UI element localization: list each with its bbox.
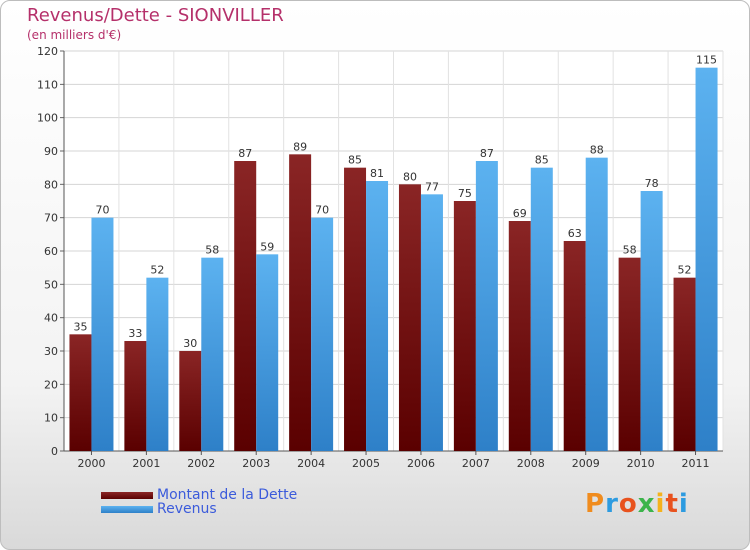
chart-title: Revenus/Dette - SIONVILLER [27,5,284,26]
data-label: 70 [315,204,329,217]
data-label: 35 [73,320,87,333]
legend-swatch-dette [101,491,153,499]
x-tick-label: 2004 [297,457,325,470]
bar-revenus [201,257,224,451]
bar-dette [179,351,202,451]
y-tick-label: 110 [37,78,58,91]
bar-revenus [585,157,608,451]
x-tick-label: 2008 [517,457,545,470]
bar-dette [618,257,641,451]
bar-dette [398,184,421,452]
legend-label-dette: Montant de la Dette [157,487,298,503]
y-tick-label: 120 [37,45,58,58]
y-tick-label: 80 [44,178,58,191]
legend-label-revenus: Revenus [157,501,217,517]
data-label: 75 [458,187,472,200]
bar-dette [124,341,147,451]
labels: 0 10 20 30 40 50 60 70 80 90 100 110 120 35 70 2000 33 52… [37,45,717,470]
x-tick-label: 2001 [132,457,160,470]
x-tick-label: 2007 [462,457,490,470]
bar-revenus [146,277,169,451]
bar-dette [234,161,257,451]
bar-dette [508,221,531,451]
bar-revenus [475,161,498,451]
bar-revenus [695,67,718,452]
data-label: 89 [293,140,307,153]
y-tick-label: 10 [44,412,58,425]
bar-revenus [530,167,553,451]
data-label: 87 [238,147,252,160]
data-label: 77 [425,180,439,193]
logo-letter: P [585,489,606,519]
y-tick-label: 30 [44,345,58,358]
data-label: 69 [513,207,527,220]
y-tick-label: 70 [44,212,58,225]
grid-lines [60,50,724,455]
bar-dette [344,167,367,451]
legend-swatch-revenus [101,505,153,513]
data-label: 58 [205,244,219,257]
y-tick-label: 20 [44,378,58,391]
data-label: 80 [403,170,417,183]
y-tick-label: 90 [44,145,58,158]
proxiti-logo: Proxiti [585,489,689,519]
legend-item-dette: Montant de la Dette [101,487,297,503]
x-tick-label: 2002 [187,457,215,470]
data-label: 52 [678,264,692,277]
logo-letter: i [678,489,689,519]
logo-letter: x [637,489,656,519]
data-label: 59 [260,240,274,253]
x-tick-label: 2000 [77,457,105,470]
logo-letter: r [605,489,619,519]
bar-revenus [91,217,114,451]
bar-revenus [640,191,663,451]
y-tick-label: 40 [44,312,58,325]
data-label: 58 [623,244,637,257]
x-tick-label: 2011 [682,457,710,470]
bar-dette [289,154,312,452]
data-label: 30 [183,337,197,350]
logo-letter: i [655,489,666,519]
bars [69,67,718,452]
chart-subtitle: (en milliers d'€) [27,28,122,42]
data-label: 63 [568,227,582,240]
x-tick-label: 2003 [242,457,270,470]
y-tick-label: 50 [44,278,58,291]
data-label: 115 [696,54,717,67]
data-label: 78 [645,177,659,190]
data-label: 87 [480,147,494,160]
y-tick-label: 0 [51,445,58,458]
data-label: 70 [95,204,109,217]
data-label: 52 [150,264,164,277]
x-tick-label: 2005 [352,457,380,470]
bar-dette [69,334,92,451]
bar-dette [563,241,586,451]
bar-revenus [366,181,389,451]
y-tick-label: 100 [37,112,58,125]
bar-revenus [420,194,443,452]
legend-item-revenus: Revenus [101,501,217,517]
x-tick-label: 2009 [572,457,600,470]
data-label: 81 [370,167,384,180]
data-label: 88 [590,144,604,157]
bar-revenus [256,254,279,451]
data-label: 85 [535,154,549,167]
bar-revenus [311,217,334,451]
data-label: 33 [128,327,142,340]
data-label: 85 [348,154,362,167]
x-tick-label: 2010 [627,457,655,470]
logo-letter: t [665,489,679,519]
y-tick-label: 60 [44,245,58,258]
x-tick-label: 2006 [407,457,435,470]
bar-dette [453,201,476,451]
bar-dette [673,277,696,451]
logo-letter: o [618,489,638,519]
